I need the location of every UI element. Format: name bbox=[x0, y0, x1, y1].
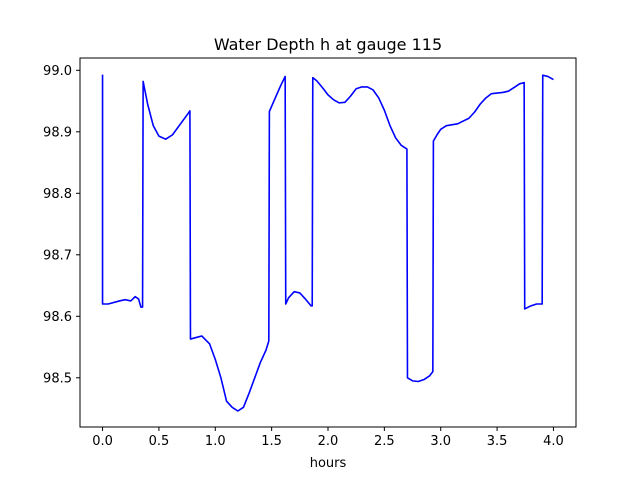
y-tick-label: 98.9 bbox=[43, 125, 72, 140]
series-line-0 bbox=[101, 74, 554, 412]
y-tick-label: 99.0 bbox=[43, 64, 72, 79]
x-axis: 0.0 0.5 1.0 1.5 2.0 2.5 3.0 3.5 4.0 bbox=[92, 427, 564, 449]
x-axis-label: hours bbox=[310, 456, 347, 471]
x-tick-label: 0.5 bbox=[149, 434, 170, 449]
x-tick-label: 1.0 bbox=[205, 434, 226, 449]
y-tick-label: 98.5 bbox=[43, 371, 72, 386]
x-tick-label: 1.5 bbox=[261, 434, 282, 449]
y-tick-label: 98.6 bbox=[43, 310, 72, 325]
chart-title: Water Depth h at gauge 115 bbox=[214, 35, 442, 54]
y-tick-label: 98.7 bbox=[43, 248, 72, 263]
x-tick-label: 3.5 bbox=[487, 434, 508, 449]
plot-layer bbox=[101, 74, 554, 412]
x-tick-label: 2.5 bbox=[374, 434, 395, 449]
y-axis: 98.5 98.6 98.7 98.8 98.9 99.0 bbox=[43, 64, 80, 386]
x-tick-label: 4.0 bbox=[543, 434, 564, 449]
y-tick-label: 98.8 bbox=[43, 187, 72, 202]
x-tick-label: 3.0 bbox=[430, 434, 451, 449]
x-tick-label: 2.0 bbox=[318, 434, 339, 449]
x-tick-label: 0.0 bbox=[92, 434, 113, 449]
